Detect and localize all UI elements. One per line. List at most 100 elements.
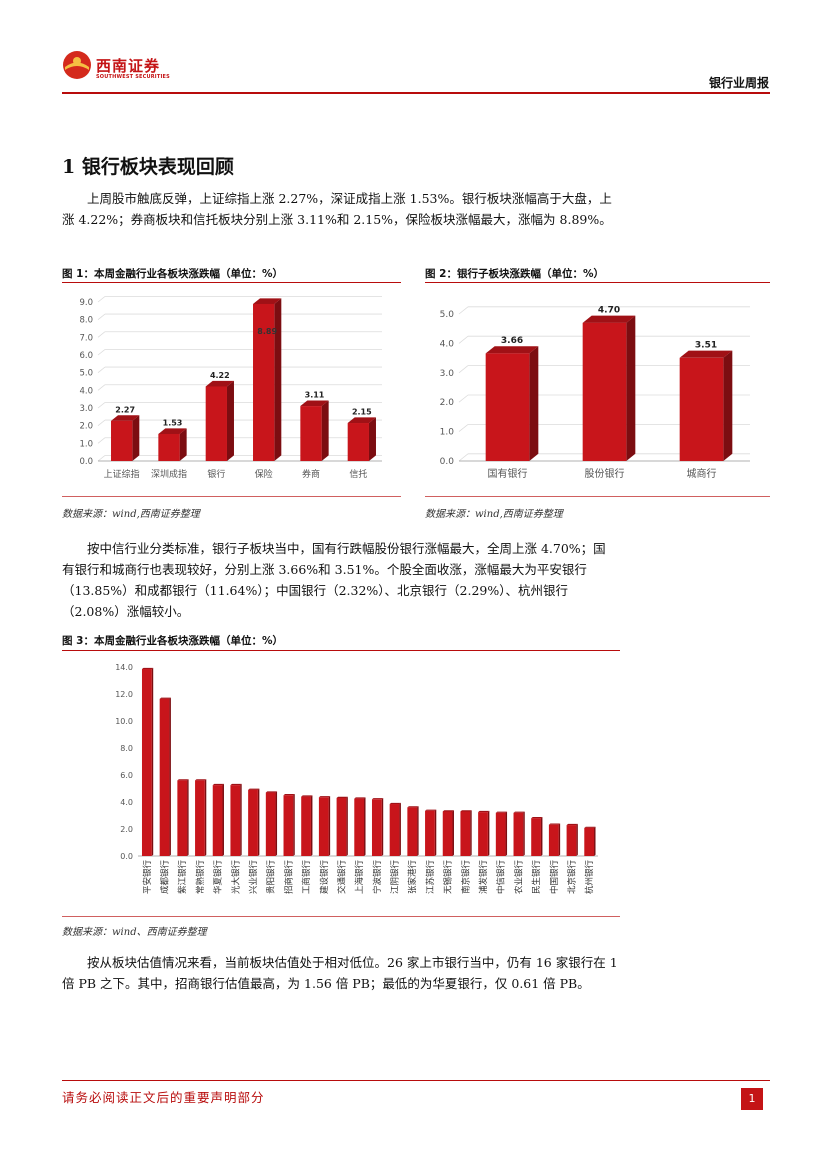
- bar-side: [399, 802, 401, 856]
- gridline-depth: [97, 437, 106, 444]
- y-tick-label: 0.0: [79, 457, 93, 467]
- y-tick-label: 5.0: [440, 310, 455, 320]
- figure3-top-rule: [62, 650, 620, 651]
- bar: [531, 818, 541, 856]
- paragraph-market-summary: 上周股市触底反弹，上证综指上涨 2.27%，深证成指上涨 1.53%。银行板块涨…: [62, 191, 612, 227]
- bar-top: [584, 826, 596, 828]
- figure2-bottom-rule: [425, 496, 770, 497]
- bar: [205, 386, 227, 461]
- bar-top: [425, 809, 437, 811]
- bar-side: [132, 415, 140, 461]
- bar-top: [582, 315, 636, 323]
- bar: [442, 811, 453, 856]
- x-category-label: 城商行: [687, 467, 717, 480]
- bar-side: [179, 428, 187, 461]
- bar: [584, 827, 595, 856]
- x-category-label: 股份银行: [585, 467, 625, 480]
- bar-side: [310, 795, 313, 856]
- gridline-depth: [458, 365, 469, 374]
- figure3-chart: 0.0 2.0 4.0 6.0 8.0 10.0 12.0 14.0 平安银行 成都银行 紫江银行常…: [115, 663, 598, 895]
- bar-side: [558, 823, 561, 856]
- bar-side: [275, 791, 278, 856]
- bar-top: [283, 794, 295, 796]
- bar-side: [321, 400, 329, 461]
- data-label: 8.89: [257, 327, 277, 336]
- bar-side: [529, 346, 539, 461]
- y-tick-label: 12.0: [115, 690, 133, 699]
- paragraph-subsector-summary: 按中信行业分类标准，银行子板块当中，国有行跌幅股份银行涨幅最大，全周上涨 4.7…: [62, 541, 606, 619]
- bar-side: [364, 797, 366, 856]
- bar-top: [301, 795, 313, 797]
- paragraph-valuation: 按从板块估值情况来看，当前板块估值处于相对低位。26 家上市银行当中，仍有 16…: [62, 955, 618, 991]
- y-tick-label: 1.0: [440, 428, 455, 438]
- figure1-top-rule: [62, 282, 401, 283]
- bar-top: [478, 810, 490, 813]
- bar: [248, 789, 258, 856]
- bar-top: [442, 810, 454, 812]
- gridline-depth: [97, 331, 106, 338]
- bar: [582, 322, 627, 461]
- gridline-depth: [97, 455, 106, 462]
- data-label: 3.11: [305, 390, 325, 399]
- bar-side: [368, 417, 376, 461]
- bar-top: [485, 346, 539, 354]
- data-label: 2.27: [115, 405, 135, 414]
- bar: [177, 780, 188, 856]
- x-category-label: 宁波银行: [372, 860, 383, 895]
- x-category-label: 北京银行: [566, 860, 577, 895]
- y-tick-label: 0.0: [120, 852, 133, 861]
- bar: [548, 824, 559, 856]
- y-tick-label: 5.0: [79, 369, 93, 379]
- gridline-depth: [97, 419, 106, 426]
- bar-side: [204, 779, 207, 856]
- x-category-label: 杭州银行: [584, 860, 595, 895]
- page-number: 1: [741, 1088, 763, 1110]
- x-category-label: 常熟银行: [195, 860, 206, 895]
- bar-top: [177, 779, 189, 781]
- figure1-chart: 0.0 1.0 2.0 3.0 4.0 5.0 6.0 7.0 8.0 9.0 2.27 上证综指 1.…: [79, 295, 382, 480]
- bar-side: [222, 783, 224, 856]
- bar-top: [548, 823, 561, 825]
- bar: [159, 698, 170, 856]
- logo-chinese-name: 西南证券: [96, 57, 161, 75]
- bar: [301, 796, 311, 856]
- bar: [141, 669, 152, 856]
- x-category-label: 光大银行: [230, 860, 241, 895]
- y-tick-label: 9.0: [79, 298, 93, 308]
- y-tick-label: 3.0: [79, 404, 93, 414]
- footer-divider: [62, 1080, 770, 1081]
- bar: [336, 797, 347, 856]
- bar-top: [300, 400, 329, 407]
- x-category-label: 招商银行: [283, 860, 294, 895]
- bar-top: [205, 380, 234, 387]
- y-tick-label: 8.0: [120, 744, 133, 753]
- bar-side: [346, 796, 348, 856]
- x-category-label: 江苏银行: [425, 860, 436, 895]
- bar: [478, 812, 488, 856]
- bar-side: [274, 298, 282, 461]
- gridline-depth: [458, 306, 469, 315]
- bar: [195, 780, 205, 856]
- gridline-depth: [97, 366, 106, 373]
- bar-top: [230, 783, 242, 786]
- x-category-label: 保险: [255, 468, 273, 480]
- y-tick-label: 0.0: [440, 457, 455, 467]
- logo-emblem-icon: [63, 51, 91, 79]
- x-category-label: 信托: [349, 468, 367, 480]
- bar-top: [407, 806, 419, 808]
- bar: [354, 798, 365, 856]
- x-category-label: 张家港行: [407, 860, 418, 895]
- y-tick-label: 14.0: [115, 663, 133, 672]
- y-tick-label: 1.0: [79, 439, 93, 449]
- bar-top: [495, 811, 508, 813]
- figure2-chart: 0.0 1.0 2.0 3.0 4.0 5.0 3.66 国有银行 4.70 股份银行 3.51 城商…: [440, 306, 750, 480]
- bar-top: [531, 817, 543, 819]
- y-tick-label: 2.0: [440, 398, 455, 408]
- data-label: 3.66: [501, 336, 523, 346]
- figure1-title: 图 1：本周金融行业各板块涨跌幅（单位：%）: [62, 268, 283, 280]
- x-category-label: 交通银行: [336, 860, 347, 895]
- bar-side: [434, 809, 437, 856]
- y-tick-label: 6.0: [79, 351, 93, 361]
- bar-side: [505, 811, 508, 856]
- report-type: 银行业周报: [708, 76, 769, 90]
